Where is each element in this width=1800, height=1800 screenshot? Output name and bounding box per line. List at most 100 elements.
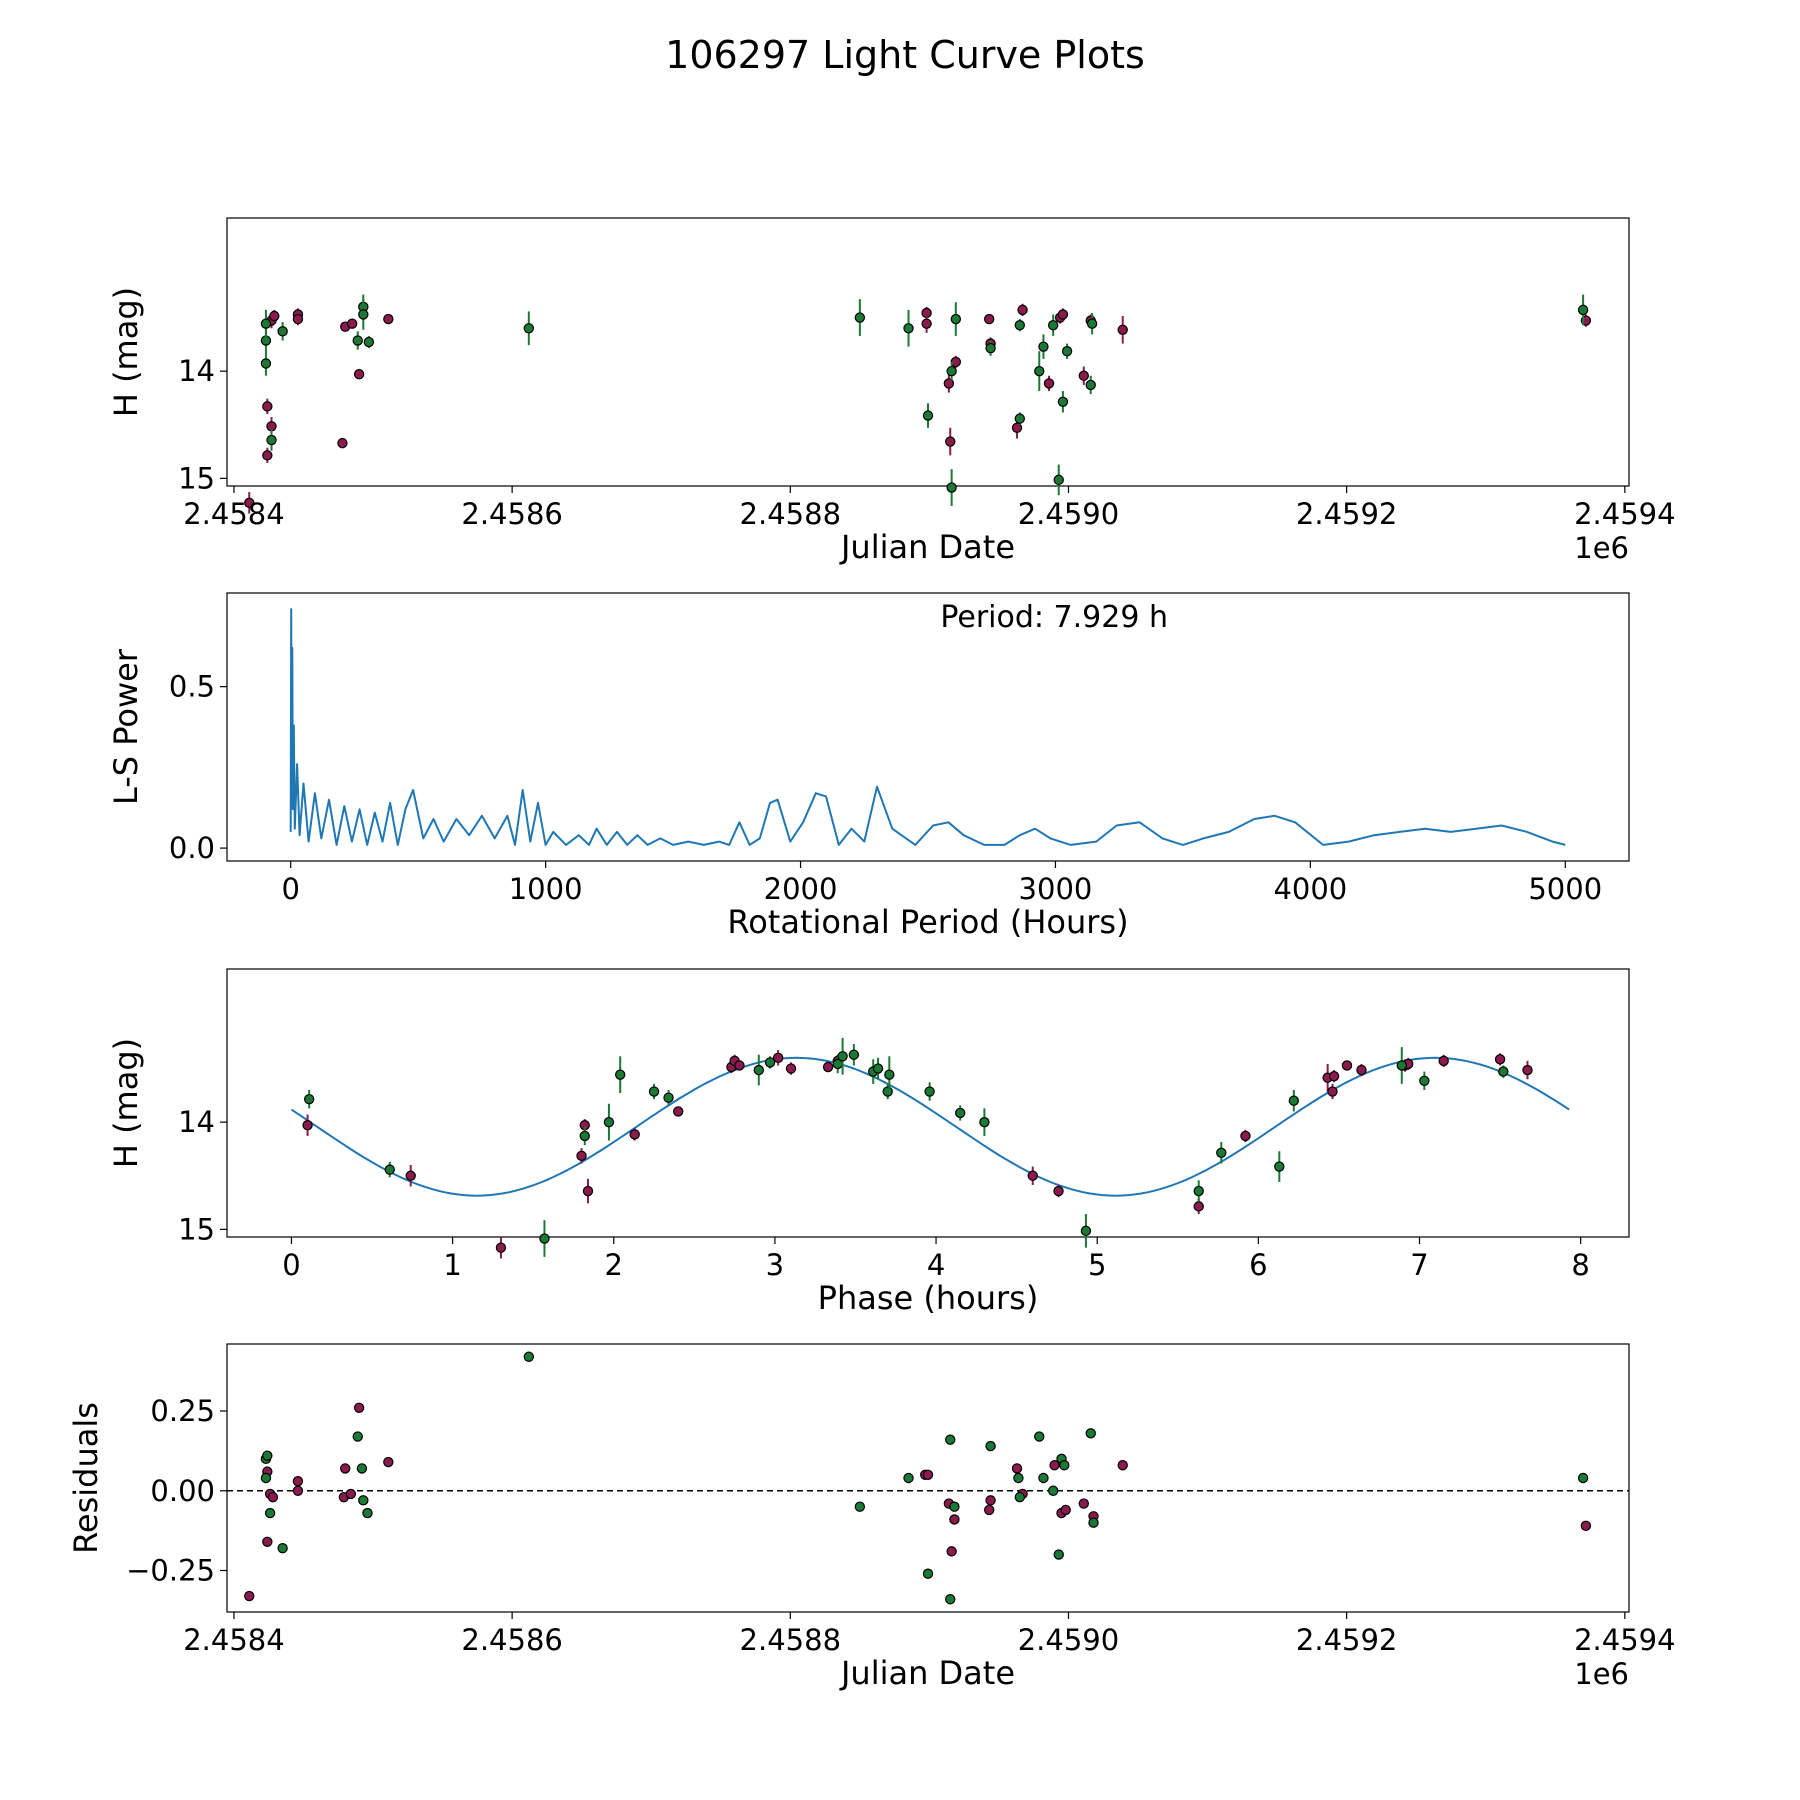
data-point-g <box>358 309 369 320</box>
phase-fold-xlabel: Phase (hours) <box>818 1279 1039 1317</box>
data-point-g <box>352 1431 363 1442</box>
x-tick-label: 7 <box>1410 1248 1428 1282</box>
data-point-r <box>1522 1064 1533 1076</box>
figure-title: 106297 Light Curve Plots <box>665 33 1145 77</box>
data-point-g <box>384 1164 395 1175</box>
residuals-panel: 2.4584 2.4586 2.4588 2.4590 2.4592 2.4594 0.25… <box>67 1343 1676 1692</box>
data-point-r <box>262 450 273 461</box>
data-point-r <box>495 1242 507 1253</box>
periodogram-plot-area <box>226 592 1630 862</box>
x-tick-label: 4 <box>927 1248 945 1282</box>
x-tick-label: 1 <box>443 1248 461 1282</box>
data-point-g <box>1014 1491 1025 1503</box>
model-curve <box>290 1056 1570 1197</box>
x-tick-label: 0 <box>282 1248 300 1282</box>
periodogram-ylabel: L-S Power <box>107 648 145 805</box>
data-point-g <box>848 1049 860 1060</box>
data-point-r <box>1341 1060 1353 1071</box>
data-point-r <box>405 1170 416 1181</box>
phase-fold-plot-area <box>226 968 1630 1238</box>
x-tick-label: 2000 <box>764 872 838 906</box>
data-point-g <box>1038 1472 1049 1484</box>
data-point-g <box>945 1594 956 1605</box>
data-point-g <box>523 1351 535 1362</box>
data-point-g <box>539 1233 550 1244</box>
data-point-g <box>260 1472 272 1484</box>
data-point-r <box>269 310 280 322</box>
periodogram-panel: 0 1000 2000 3000 4000 5000 0.0 0.5 Rotational P… <box>107 592 1630 941</box>
data-point-g <box>946 482 957 493</box>
data-point-r <box>292 313 304 325</box>
data-point-r <box>1438 1055 1449 1067</box>
data-point-r <box>345 1488 356 1500</box>
data-point-r <box>244 497 255 509</box>
data-point-g <box>1577 1472 1589 1484</box>
data-point-g <box>1057 396 1069 407</box>
data-point-g <box>1047 1485 1059 1496</box>
data-point-r <box>340 1463 351 1474</box>
data-point-g <box>1013 1472 1024 1484</box>
light-curve-plot-area <box>226 217 1630 487</box>
data-point-g <box>356 1463 368 1474</box>
data-point-g <box>837 1051 848 1062</box>
data-point-r <box>353 1402 365 1414</box>
period-annotation: Period: 7.929 h <box>940 600 1168 635</box>
data-point-r <box>983 1504 995 1516</box>
data-point-r <box>292 1485 304 1496</box>
x-tick-label: 2.4588 <box>740 1623 841 1657</box>
data-point-g <box>946 365 957 377</box>
data-point-r <box>1027 1170 1038 1181</box>
data-point-g <box>277 1542 288 1554</box>
data-point-g <box>884 1069 895 1080</box>
data-point-g <box>1193 1185 1204 1197</box>
data-point-g <box>1085 1428 1096 1439</box>
data-point-r <box>1011 422 1023 434</box>
data-point-g <box>1396 1060 1407 1071</box>
data-point-g <box>260 358 272 369</box>
phase-fold-panel: 0 1 2 3 4 5 6 7 8 15 14 Phase (hours) H (mag) <box>107 968 1630 1317</box>
x-tick-label: 5000 <box>1528 872 1602 906</box>
data-point-r <box>1327 1086 1338 1097</box>
data-point-r <box>1580 1520 1592 1532</box>
data-point-g <box>262 1450 273 1461</box>
data-point-r <box>629 1129 640 1140</box>
data-point-g <box>1059 1460 1070 1471</box>
data-point-r <box>772 1052 784 1064</box>
x-tick-label: 3 <box>766 1248 784 1282</box>
data-point-g <box>882 1086 893 1097</box>
data-point-g <box>903 1472 914 1484</box>
data-point-r <box>302 1120 313 1131</box>
x-tick-label: 2.4594 <box>1574 1623 1675 1657</box>
y-tick-label: 14 <box>178 354 215 388</box>
y-tick-label: 15 <box>178 461 215 495</box>
data-point-r <box>822 1061 834 1073</box>
residuals-plot-area <box>226 1343 1630 1613</box>
data-point-g <box>1034 365 1045 377</box>
data-point-r <box>1494 1054 1506 1065</box>
periodogram-line <box>289 608 1566 846</box>
x-tick-label: 2.4584 <box>183 497 284 531</box>
y-tick-label: 0.5 <box>169 670 215 704</box>
data-point-r <box>921 318 932 329</box>
residuals-x-offset-label: 1e6 <box>1574 1657 1629 1691</box>
y-tick-label: 0.0 <box>169 831 215 865</box>
data-point-g <box>922 410 934 421</box>
data-point-g <box>924 1086 935 1097</box>
data-point-g <box>1577 304 1589 316</box>
data-point-r <box>244 1590 255 1602</box>
data-point-r <box>1328 1070 1340 1082</box>
data-point-r <box>949 1514 960 1525</box>
light-curve-ylabel: H (mag) <box>107 287 145 417</box>
data-point-g <box>1047 320 1059 331</box>
data-point-r <box>785 1063 797 1074</box>
data-point-g <box>1085 379 1096 391</box>
data-point-r <box>267 1491 279 1503</box>
data-point-g <box>950 313 962 325</box>
data-point-g <box>663 1092 674 1103</box>
y-tick-label: 0.25 <box>150 1394 215 1428</box>
x-tick-label: 3000 <box>1019 872 1093 906</box>
residuals-xlabel: Julian Date <box>839 1654 1015 1692</box>
data-point-g <box>753 1064 764 1076</box>
y-tick-label: 14 <box>178 1105 215 1139</box>
